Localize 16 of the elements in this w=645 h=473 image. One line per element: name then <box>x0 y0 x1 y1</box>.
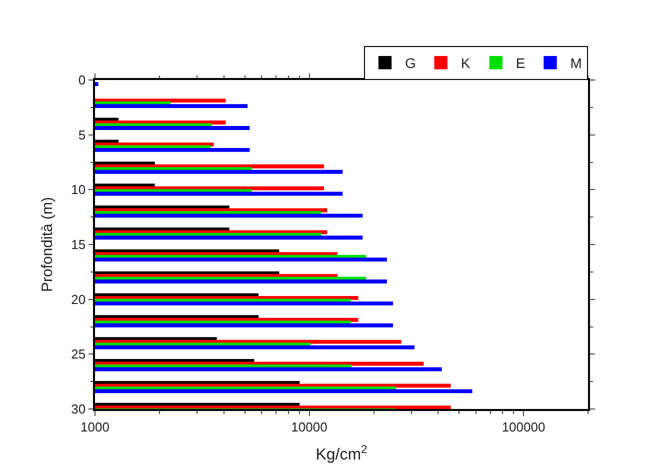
y-tick-label: 5 <box>78 127 86 142</box>
legend-label: M <box>570 55 582 72</box>
x-tick-label: 10000 <box>291 419 328 434</box>
y-tick-label: 25 <box>71 346 86 362</box>
x-tick-label: 1000 <box>80 419 110 434</box>
legend-label: K <box>460 55 471 72</box>
legend-label: E <box>516 55 526 72</box>
x-tick-label: 100000 <box>502 419 546 434</box>
y-tick-label: 20 <box>71 292 86 307</box>
y-tick-label: 30 <box>71 402 86 417</box>
y-tick-label: 0 <box>78 72 86 88</box>
x-axis-title: Kg/cm$^{2}$ <box>316 444 368 464</box>
y-tick-label: 10 <box>71 182 86 198</box>
legend-label: G <box>405 55 416 72</box>
y-tick-label: 15 <box>71 237 86 252</box>
y-axis-title: Profondità (m) <box>38 196 56 292</box>
